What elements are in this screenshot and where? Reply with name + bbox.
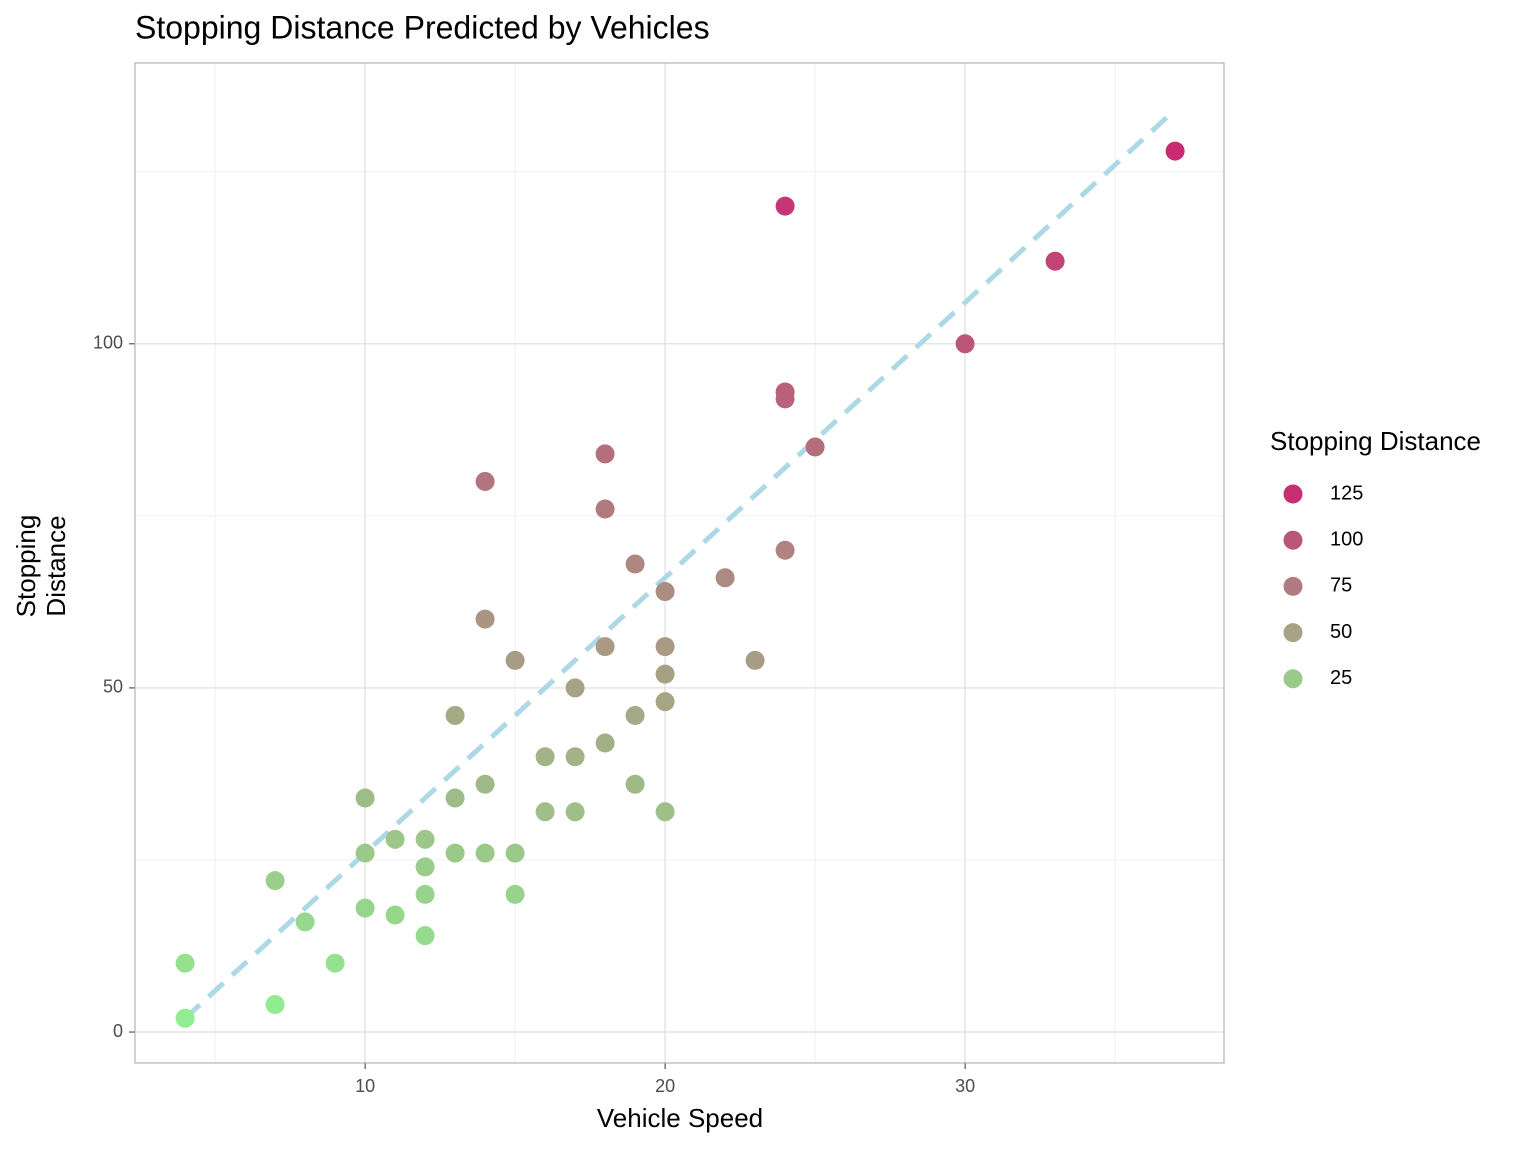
chart-title: Stopping Distance Predicted by Vehicles <box>135 9 710 45</box>
x-tick-label: 10 <box>355 1076 375 1096</box>
point <box>655 582 675 602</box>
y-tick-label: 0 <box>113 1021 123 1041</box>
point <box>415 884 435 904</box>
point <box>1165 141 1185 161</box>
point <box>1045 251 1065 271</box>
point <box>415 857 435 877</box>
legend-label: 25 <box>1330 667 1352 689</box>
point <box>475 471 495 491</box>
x-tick-label: 20 <box>655 1076 675 1096</box>
point <box>805 437 825 457</box>
point <box>775 196 795 216</box>
point <box>415 926 435 946</box>
point <box>955 334 975 354</box>
point <box>265 995 285 1015</box>
point <box>385 905 405 925</box>
point <box>295 912 315 932</box>
legend-key <box>1283 530 1303 550</box>
legend-label: 75 <box>1330 575 1352 597</box>
point <box>475 609 495 629</box>
point <box>595 733 615 753</box>
point <box>595 499 615 519</box>
point <box>445 788 465 808</box>
point <box>325 953 345 973</box>
point <box>385 829 405 849</box>
point <box>625 705 645 725</box>
point <box>655 664 675 684</box>
point <box>505 843 525 863</box>
legend-key <box>1283 623 1303 643</box>
point <box>355 843 375 863</box>
point <box>625 554 645 574</box>
point <box>505 884 525 904</box>
point <box>535 802 555 822</box>
point <box>415 829 435 849</box>
point <box>775 540 795 560</box>
point <box>445 705 465 725</box>
point <box>445 843 465 863</box>
point <box>655 692 675 712</box>
point <box>565 747 585 767</box>
panel-border <box>134 62 1225 1064</box>
point <box>565 802 585 822</box>
legend-key <box>1283 484 1303 504</box>
y-axis-label: Distance <box>41 515 71 616</box>
point <box>475 843 495 863</box>
point <box>265 871 285 891</box>
point <box>655 637 675 657</box>
point <box>595 637 615 657</box>
point <box>595 444 615 464</box>
point <box>505 650 525 670</box>
legend-label: 100 <box>1330 528 1363 550</box>
legend-title: Stopping Distance <box>1270 426 1481 456</box>
point <box>355 898 375 918</box>
point <box>775 389 795 409</box>
point <box>355 788 375 808</box>
legend-key <box>1283 576 1303 596</box>
point <box>745 650 765 670</box>
legend-key <box>1283 669 1303 689</box>
point <box>655 802 675 822</box>
point <box>715 568 735 588</box>
point <box>565 678 585 698</box>
x-axis-label: Vehicle Speed <box>597 1103 763 1133</box>
y-tick-label: 50 <box>103 677 123 697</box>
y-axis-label: Stopping <box>11 515 41 618</box>
legend-label: 125 <box>1330 482 1363 504</box>
point <box>175 953 195 973</box>
trend-line <box>183 107 1177 1021</box>
legend-label: 50 <box>1330 621 1352 643</box>
point <box>475 774 495 794</box>
y-tick-label: 100 <box>93 333 123 353</box>
x-tick-label: 30 <box>955 1076 975 1096</box>
point <box>625 774 645 794</box>
point <box>175 1008 195 1028</box>
point <box>535 747 555 767</box>
